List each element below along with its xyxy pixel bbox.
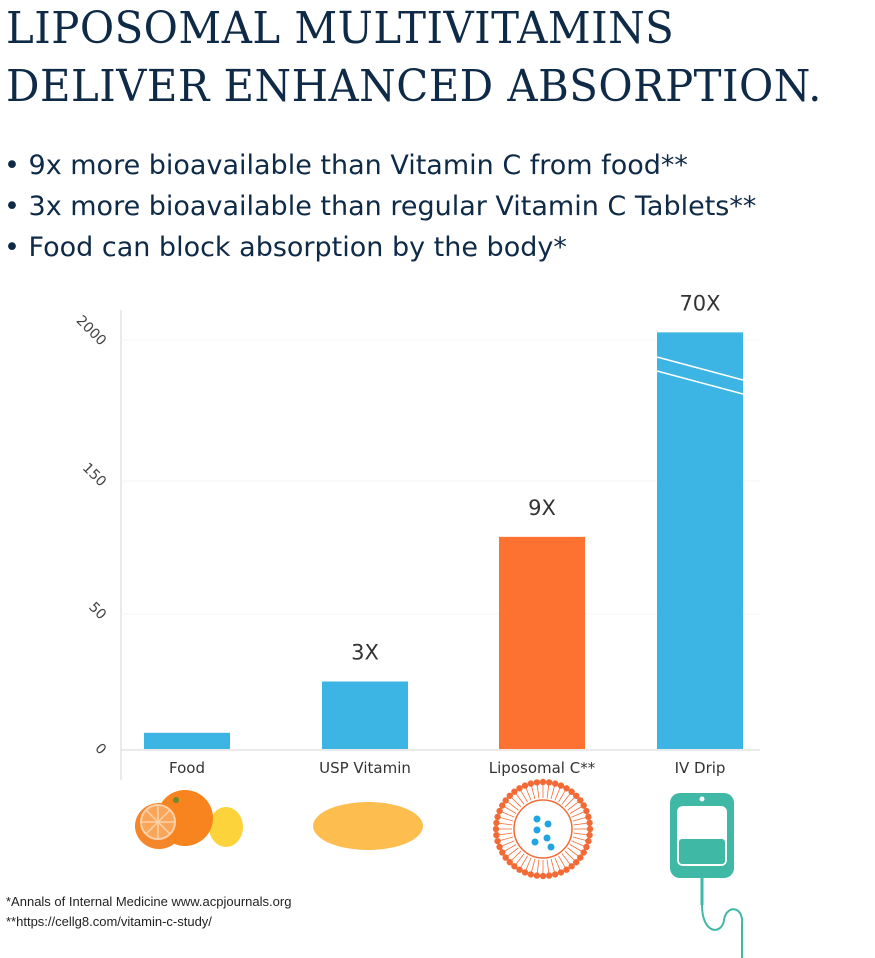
y-tick-label: 50: [85, 599, 109, 623]
x-tick-label: Food: [169, 759, 205, 777]
x-tick-label: USP Vitamin: [319, 759, 411, 777]
oranges-icon: [135, 790, 243, 849]
footnotes: *Annals of Internal Medicine www.acpjour…: [6, 892, 291, 932]
benefit-item: 3x more bioavailable than regular Vitami…: [4, 186, 757, 227]
footnote: *Annals of Internal Medicine www.acpjour…: [6, 894, 292, 909]
footnote: **https://cellg8.com/vitamin-c-study/: [6, 914, 212, 929]
axis-break-mark: [656, 370, 744, 395]
bar: [144, 732, 230, 749]
benefit-item: Food can block absorption by the body*: [4, 227, 756, 268]
iv-bag-icon: [670, 793, 744, 958]
y-tick-label: 2000: [73, 313, 110, 350]
axis-break-mark: [656, 356, 744, 381]
title-line-2: DELIVER ENHANCED ABSORPTION.: [6, 61, 822, 112]
y-tick-label: 0: [92, 741, 110, 759]
data-label: 70X: [679, 291, 720, 315]
tablet-icon: [313, 802, 423, 850]
bar: [322, 681, 408, 749]
y-tick-label: 150: [79, 460, 109, 490]
benefit-list: 9x more bioavailable than Vitamin C from…: [4, 145, 757, 268]
title-line-1: LIPOSOMAL MULTIVITAMINS: [6, 3, 675, 54]
bar: [657, 332, 743, 749]
bar: [499, 536, 585, 749]
benefit-item: 9x more bioavailable than Vitamin C from…: [4, 145, 756, 186]
page-title: LIPOSOMAL MULTIVITAMINS DELIVER ENHANCED …: [6, 0, 822, 116]
liposome-icon: [492, 778, 594, 880]
x-tick-label: IV Drip: [675, 759, 726, 777]
x-tick-label: Liposomal C**: [489, 759, 596, 777]
data-label: 9X: [528, 496, 556, 520]
data-label: 3X: [351, 641, 379, 665]
